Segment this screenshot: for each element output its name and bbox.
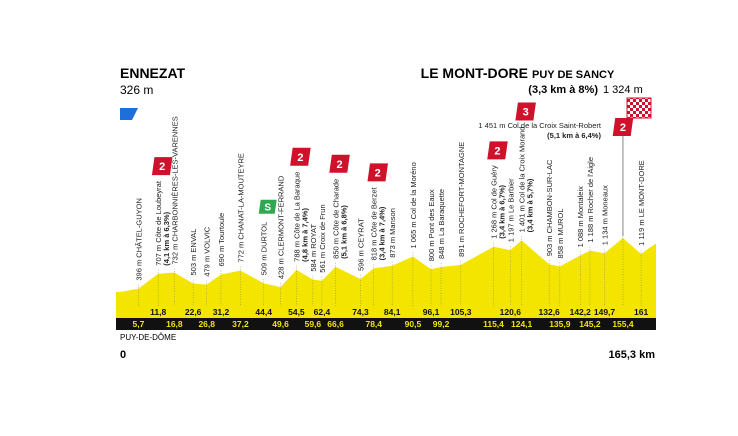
waypoint-climb: (3,4 km à 7,4%) [378,206,387,260]
waypoint-km: 22,6 [185,307,202,317]
climb-badge [487,141,508,160]
waypoint-climb: (4,8 km à 7,4%) [300,208,309,262]
waypoint-label: 1 268 m Col de Guéry [489,165,498,239]
climb-category: 2 [297,152,303,164]
waypoint-km: 105,3 [450,307,472,317]
waypoint-label: 584 m ROYAT [309,224,318,272]
climb-badge [329,154,350,173]
waypoint-km: 120,6 [500,307,522,317]
climb-category: 2 [336,159,342,171]
sprint-badge [258,199,277,214]
waypoint-km: 135,9 [549,319,571,329]
waypoint-climb: (3,4 km à 6,7%) [497,185,506,239]
waypoint-label: 509 m DURTOL [260,222,269,276]
waypoint-km: 37,2 [232,319,249,329]
waypoint-km: 161 [634,307,648,317]
waypoint-km: 115,4 [483,319,504,329]
finish-flag [626,97,652,119]
waypoint-km: 78,4 [365,319,382,329]
waypoint-km: 99,2 [433,319,450,329]
start-flag [120,108,138,120]
finish-km: 165,3 km [609,349,656,361]
waypoint-km: 124,1 [511,319,533,329]
waypoint-label: 848 m La Baraquette [437,189,446,259]
waypoint-label: 1 451 m Col de la Croix Saint-Robert [478,121,601,130]
waypoint-km: 90,5 [405,319,422,329]
waypoint-km: 31,2 [213,307,230,317]
waypoint-label: 1 134 m Moneaux [601,185,610,245]
climb-badge [367,163,389,182]
waypoint-label: 561 m Croix de Frun [318,204,327,272]
waypoint-label: 818 m Côte de Berzet [370,187,379,261]
waypoint-km: 145,2 [579,319,601,329]
waypoint-km: 11,8 [150,307,166,317]
climb-category: 2 [375,167,381,179]
waypoint-label: 772 m CHANAT-LA-MOUTEYRE [236,153,245,262]
waypoint-label: 1 065 m Col de la Moréno [409,162,418,248]
climb-category: 3 [523,107,529,119]
waypoint-label: 596 m CEYRAT [356,218,365,271]
waypoint-label: 396 m CHÂTEL-GUYON [134,198,143,281]
waypoint-label: 903 m CHAMBON-SUR-LAC [545,159,554,256]
waypoint-km: 49,6 [272,319,289,329]
waypoint-km: 84,1 [384,307,401,317]
waypoint-km: 62,4 [314,307,331,317]
km-band-top [116,306,656,318]
sprint-label: S [264,203,271,214]
waypoint-label: 690 m Tourtoule [217,213,226,267]
waypoint-km: 155,4 [612,319,634,329]
waypoint-km: 66,6 [327,319,344,329]
waypoint-climb: (5,1 km à 6,8%) [340,205,349,259]
climb-badge [515,102,536,121]
waypoint-label: 1 197 m Le Barbier [506,178,515,242]
waypoint-climb: (5,1 km à 6,4%) [547,131,601,140]
waypoint-label: 503 m ENVAL [189,229,198,276]
start-elevation: 326 m [120,83,153,97]
finish-climb: (3,3 km à 8%) [528,84,598,96]
waypoint-km: 26,8 [198,319,215,329]
elevation-profile [116,238,656,306]
waypoint-label: 891 m ROCHEFORT-MONTAGNE [457,142,466,257]
waypoint-climb: (4,1 km à 6,3%) [162,211,171,265]
waypoint-label: 1 401 m Col de la Croix Morand [518,127,527,233]
climb-category: 2 [159,161,165,173]
waypoint-label: 800 m Pont des Eaux [427,189,436,261]
waypoint-km: 54,5 [288,307,305,317]
finish-elevation: 1 324 m [603,84,643,96]
waypoint-label: 788 m Côte de La Baraque [292,172,301,262]
climb-category: 2 [494,145,500,157]
waypoint-km: 96,1 [423,307,440,317]
climb-badge [151,157,173,176]
waypoint-label: 1 119 m LE MONT-DORE [637,160,646,246]
climb-badge [612,118,634,136]
department: PUY-DE-DÔME [120,333,176,342]
waypoint-km: 132,6 [539,307,561,317]
waypoint-km: 149,7 [594,307,616,317]
waypoint-label: 858 m MUROL [556,208,565,258]
waypoint-km: 74,3 [352,307,369,317]
waypoint-label: 850 m Côte de Charade [332,179,341,259]
waypoint-label: 732 m CHARBONNIÈRES-LES-VARENNES [170,116,179,264]
waypoint-km: 59,6 [305,319,322,329]
finish-name: LE MONT-DORE [421,65,528,81]
waypoint-label: 707 m Côte de Loubeyrat [154,180,163,266]
climb-category: 2 [620,122,626,134]
waypoint-km: 16,8 [166,319,183,329]
start-km: 0 [120,349,126,361]
waypoint-climb: (3,4 km à 5,7%) [526,178,535,232]
waypoint-label: 873 m Manson [388,208,397,258]
finish-summit: PUY DE SANCY [532,69,615,81]
waypoint-km: 5,7 [133,319,145,329]
climb-badge [290,147,311,166]
start-name: ENNEZAT [120,65,186,81]
waypoint-label: 479 m VOLVIC [203,226,212,276]
waypoint-label: 1 088 m Montaleix [576,186,585,248]
waypoint-km: 142,2 [570,307,592,317]
waypoint-label: 428 m CLERMONT-FERRAND [277,175,286,279]
waypoint-label: 1 188 m Rocher de l'Aigle [586,157,595,243]
waypoint-km: 44,4 [255,307,272,317]
